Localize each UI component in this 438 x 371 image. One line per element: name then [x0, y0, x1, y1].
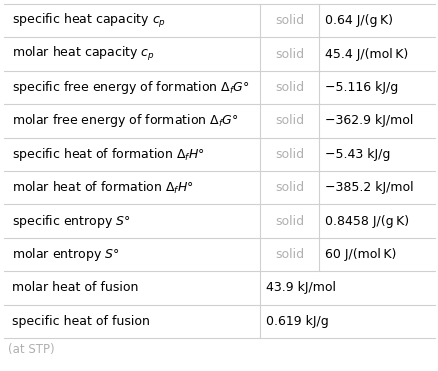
Text: specific entropy $S$°: specific entropy $S$°	[12, 213, 131, 230]
Text: solid: solid	[274, 148, 304, 161]
Text: −5.43 kJ/g: −5.43 kJ/g	[324, 148, 389, 161]
Text: 43.9 kJ/mol: 43.9 kJ/mol	[266, 281, 336, 295]
Text: 45.4 J/(mol K): 45.4 J/(mol K)	[324, 47, 407, 60]
Text: molar heat of fusion: molar heat of fusion	[12, 281, 138, 295]
Text: −5.116 kJ/g: −5.116 kJ/g	[324, 81, 397, 94]
Text: solid: solid	[274, 181, 304, 194]
Text: solid: solid	[274, 114, 304, 127]
Text: 0.64 J/(g K): 0.64 J/(g K)	[324, 14, 392, 27]
Text: specific free energy of formation $\Delta_f G$°: specific free energy of formation $\Delt…	[12, 79, 249, 96]
Text: solid: solid	[274, 214, 304, 227]
Text: molar free energy of formation $\Delta_f G$°: molar free energy of formation $\Delta_f…	[12, 112, 238, 129]
Text: −385.2 kJ/mol: −385.2 kJ/mol	[324, 181, 412, 194]
Text: solid: solid	[274, 47, 304, 60]
Text: solid: solid	[274, 81, 304, 94]
Text: solid: solid	[274, 248, 304, 261]
Text: specific heat capacity $c_p$: specific heat capacity $c_p$	[12, 12, 166, 30]
Text: specific heat of formation $\Delta_f H$°: specific heat of formation $\Delta_f H$°	[12, 146, 205, 163]
Text: 0.8458 J/(g K): 0.8458 J/(g K)	[324, 214, 408, 227]
Text: molar entropy $S$°: molar entropy $S$°	[12, 246, 120, 263]
Text: solid: solid	[274, 14, 304, 27]
Text: 60 J/(mol K): 60 J/(mol K)	[324, 248, 395, 261]
Text: (at STP): (at STP)	[8, 344, 54, 357]
Text: specific heat of fusion: specific heat of fusion	[12, 315, 149, 328]
Text: molar heat capacity $c_p$: molar heat capacity $c_p$	[12, 45, 155, 63]
Text: molar heat of formation $\Delta_f H$°: molar heat of formation $\Delta_f H$°	[12, 180, 193, 196]
Text: 0.619 kJ/g: 0.619 kJ/g	[266, 315, 328, 328]
Text: −362.9 kJ/mol: −362.9 kJ/mol	[324, 114, 412, 127]
